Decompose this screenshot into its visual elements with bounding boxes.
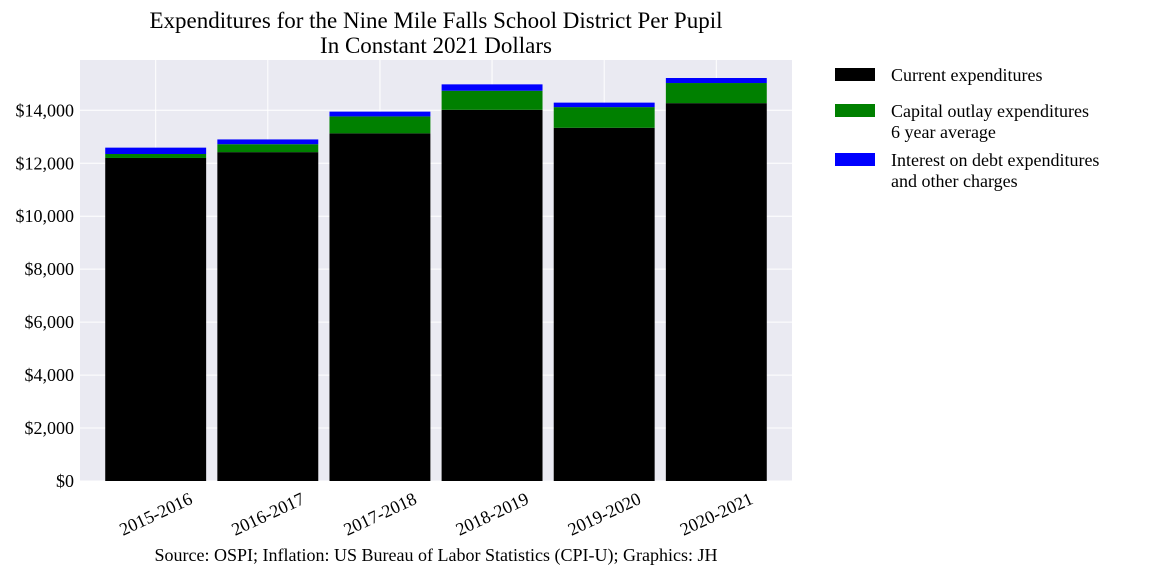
- bar-segment: [217, 139, 319, 145]
- legend-label: Capital outlay expenditures: [891, 101, 1089, 121]
- y-tick-label: $6,000: [25, 312, 75, 332]
- x-tick-label: 2017-2018: [340, 488, 419, 539]
- bar-segment: [553, 127, 655, 482]
- legend-label: and other charges: [891, 171, 1018, 191]
- bar-segment: [105, 153, 207, 158]
- x-axis-ticks: 2015-2016 2016-2017 2017-2018 2018-2019 2019…: [116, 488, 756, 539]
- bar-segment: [217, 144, 319, 153]
- bar-segment: [329, 111, 431, 117]
- y-tick-label: $0: [56, 471, 74, 491]
- x-tick-label: 2019-2020: [565, 488, 644, 539]
- bar-segment: [105, 147, 207, 154]
- bar-segment: [553, 102, 655, 108]
- x-tick-label: 2020-2021: [677, 488, 756, 539]
- bar-segment: [665, 78, 767, 84]
- legend: Current expenditures Capital outlay expen…: [835, 65, 1099, 191]
- bar-segment: [441, 90, 543, 110]
- y-axis-ticks: $0 $2,000 $4,000 $6,000 $8,000 $10,000 $12,000…: [16, 100, 75, 491]
- legend-label: Interest on debt expenditures: [891, 150, 1099, 170]
- y-tick-label: $2,000: [25, 418, 75, 438]
- bars: [105, 78, 767, 482]
- legend-swatch: [835, 68, 875, 81]
- bar-segment: [329, 116, 431, 134]
- bar-segment: [665, 103, 767, 481]
- y-tick-label: $4,000: [25, 365, 75, 385]
- x-tick-label: 2016-2017: [228, 488, 307, 539]
- x-tick-label: 2018-2019: [453, 488, 532, 539]
- source-note: Source: OSPI; Inflation: US Bureau of La…: [155, 545, 718, 566]
- legend-label: 6 year average: [891, 122, 996, 142]
- bar-segment: [329, 133, 431, 481]
- legend-swatch: [835, 104, 875, 117]
- legend-label: Current expenditures: [891, 65, 1042, 85]
- bar-segment: [553, 107, 655, 128]
- y-tick-label: $8,000: [25, 259, 75, 279]
- bar-segment: [441, 84, 543, 91]
- bar-segment: [665, 83, 767, 104]
- bar-segment: [217, 152, 319, 481]
- bar-segment: [441, 109, 543, 481]
- y-tick-label: $14,000: [16, 100, 75, 120]
- chart-title-line-1: Expenditures for the Nine Mile Falls Sch…: [149, 8, 722, 33]
- y-tick-label: $10,000: [16, 206, 75, 226]
- x-tick-label: 2015-2016: [116, 488, 195, 539]
- bar-segment: [105, 157, 207, 481]
- legend-swatch: [835, 153, 875, 166]
- y-tick-label: $12,000: [16, 153, 75, 173]
- chart-title-line-2: In Constant 2021 Dollars: [320, 33, 552, 58]
